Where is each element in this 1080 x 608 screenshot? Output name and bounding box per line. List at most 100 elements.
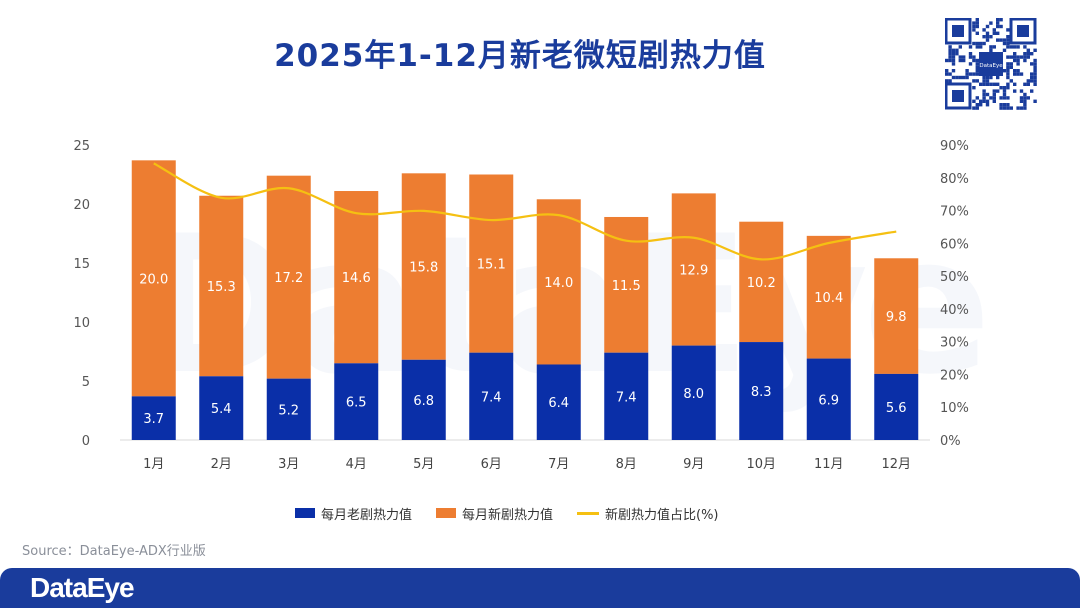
qr-module bbox=[1013, 52, 1017, 56]
qr-module bbox=[1009, 55, 1013, 59]
qr-module bbox=[1033, 82, 1037, 86]
footer-logo: DataEye bbox=[30, 572, 135, 603]
qr-module bbox=[1030, 62, 1034, 66]
qr-module bbox=[962, 55, 966, 59]
bar-new bbox=[266, 175, 311, 379]
qr-module bbox=[1016, 58, 1020, 63]
qr-module bbox=[1019, 106, 1024, 110]
x-tick-label: 2月 bbox=[211, 457, 232, 472]
qr-module bbox=[992, 45, 996, 49]
legend-ratio-swatch bbox=[577, 511, 599, 515]
qr-module bbox=[1002, 38, 1007, 42]
qr-module bbox=[982, 41, 986, 46]
qr-module bbox=[1033, 69, 1037, 73]
qr-module bbox=[992, 99, 996, 103]
bar-old bbox=[266, 378, 311, 440]
qr-module bbox=[965, 75, 969, 80]
qr-module bbox=[1006, 82, 1010, 86]
qr-module bbox=[945, 72, 949, 76]
x-tick-label: 7月 bbox=[548, 457, 569, 472]
qr-module bbox=[999, 96, 1003, 100]
bar-old bbox=[536, 364, 581, 440]
y-left-tick-label: 15 bbox=[73, 257, 90, 272]
bar-new-label: 17.2 bbox=[274, 271, 303, 286]
qr-module bbox=[975, 96, 979, 100]
qr-module bbox=[982, 92, 986, 97]
bar-new bbox=[334, 191, 379, 364]
qr-module bbox=[1026, 48, 1030, 52]
qr-module bbox=[975, 31, 979, 35]
qr-module bbox=[975, 103, 979, 107]
qr-module bbox=[985, 79, 990, 83]
qr-module bbox=[985, 75, 990, 80]
qr-module bbox=[1030, 79, 1034, 83]
qr-module bbox=[996, 31, 1000, 35]
qr-module bbox=[1006, 96, 1010, 100]
x-tick-label: 6月 bbox=[481, 457, 502, 472]
qr-module bbox=[1002, 96, 1007, 100]
qr-module bbox=[975, 24, 979, 29]
y-right-tick-label: 60% bbox=[940, 237, 969, 252]
qr-module bbox=[1030, 89, 1034, 93]
qr-module bbox=[951, 75, 956, 80]
qr-module bbox=[1023, 82, 1027, 86]
bar-new bbox=[199, 195, 244, 377]
qr-module bbox=[985, 35, 990, 39]
qr-module bbox=[1033, 58, 1037, 63]
qr-module bbox=[948, 52, 952, 56]
qr-module bbox=[945, 69, 949, 73]
y-right-tick-label: 40% bbox=[940, 303, 969, 318]
qr-module bbox=[979, 41, 983, 46]
bar-new bbox=[874, 258, 919, 374]
qr-module bbox=[975, 62, 979, 66]
qr-module bbox=[1009, 45, 1013, 49]
qr-module bbox=[1019, 89, 1024, 93]
y-left-tick-label: 0 bbox=[82, 434, 90, 449]
chart-title: 2025年1-12月新老微短剧热力值 bbox=[274, 38, 766, 74]
y-right-tick-label: 70% bbox=[940, 205, 969, 220]
bar-new-label: 15.8 bbox=[409, 261, 438, 276]
qr-center-logo-text: DataEye bbox=[979, 63, 1003, 69]
qr-module bbox=[989, 45, 993, 49]
qr-module bbox=[965, 72, 969, 76]
qr-module bbox=[951, 58, 956, 63]
qr-module bbox=[972, 41, 976, 46]
qr-module bbox=[982, 89, 986, 93]
qr-module bbox=[1030, 52, 1034, 56]
qr-module bbox=[992, 31, 996, 35]
bar-old bbox=[806, 358, 851, 440]
qr-module bbox=[1006, 65, 1010, 69]
bar-old bbox=[131, 396, 176, 440]
qr-module bbox=[1023, 45, 1027, 49]
qr-module bbox=[968, 55, 973, 59]
y-right-tick-label: 30% bbox=[940, 336, 969, 351]
qr-module bbox=[1033, 62, 1037, 66]
qr-module bbox=[999, 106, 1003, 110]
bar-new-label: 10.4 bbox=[814, 291, 843, 306]
qr-module bbox=[985, 99, 990, 103]
qr-module bbox=[1013, 72, 1017, 76]
qr-module bbox=[1002, 106, 1007, 110]
qr-module bbox=[982, 75, 986, 80]
qr-module bbox=[968, 72, 973, 76]
y-right-tick-label: 20% bbox=[940, 368, 969, 383]
qr-module bbox=[972, 99, 976, 103]
qr-module bbox=[1026, 55, 1030, 59]
bar-old bbox=[401, 359, 446, 440]
qr-module bbox=[1023, 96, 1027, 100]
qr-module bbox=[955, 48, 959, 52]
qr-module bbox=[992, 96, 996, 100]
bar-new-label: 9.8 bbox=[886, 310, 907, 325]
qr-module bbox=[1002, 89, 1007, 93]
qr-module bbox=[1026, 82, 1030, 86]
qr-module bbox=[985, 24, 990, 29]
qr-module bbox=[1006, 103, 1010, 107]
x-tick-label: 8月 bbox=[616, 457, 637, 472]
qr-module bbox=[975, 72, 979, 76]
x-tick-label: 1月 bbox=[143, 457, 164, 472]
x-tick-label: 3月 bbox=[278, 457, 299, 472]
qr-module bbox=[1019, 96, 1024, 100]
bar-old bbox=[199, 376, 244, 440]
ratio-line bbox=[153, 162, 897, 261]
bar-old bbox=[739, 342, 784, 440]
